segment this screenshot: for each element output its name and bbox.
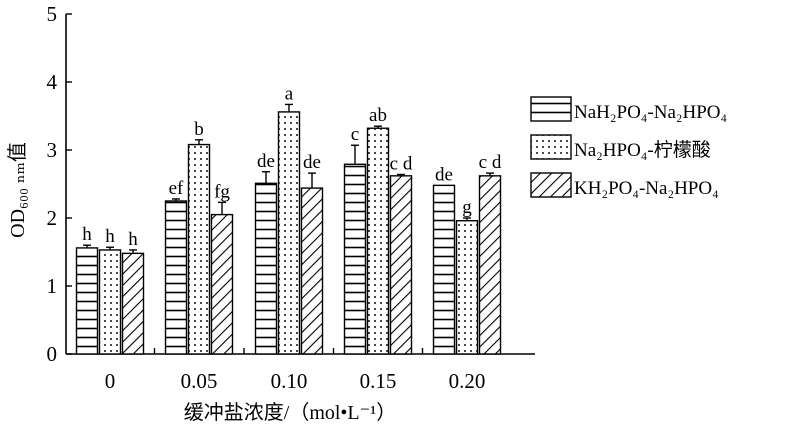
bar [164,200,188,355]
significance-label: b [194,119,204,140]
legend-swatch [530,96,572,122]
bar [254,182,278,355]
significance-label: ef [169,178,184,199]
y-tick-label: 4 [47,70,58,94]
y-tick-label: 2 [47,206,58,230]
bar [75,247,99,355]
significance-label: de [257,151,275,172]
significance-label: de [303,152,321,173]
bar [343,163,367,355]
y-tick-label: 3 [47,138,58,162]
y-axis-ticks: 0 1 2 3 4 5 [47,2,72,366]
x-tick-label: 0.15 [360,369,397,393]
y-axis-title: OD₆₀₀ ₙₘ值 [6,142,29,238]
legend-label: NaH₂PO₄-Na₂HPO₄ [574,102,727,123]
x-axis-title: 缓冲盐浓度/（mol•L⁻¹） [184,401,396,424]
legend-swatch [530,134,572,160]
bar [478,175,502,355]
significance-label: fg [214,181,230,202]
bar [432,184,456,355]
legend: NaH₂PO₄-Na₂HPO₄ Na₂HPO₄-柠檬酸 KH₂PO₄-Na₂HPO₄ [530,96,727,199]
bar [366,127,390,355]
bar [455,220,479,355]
bar [121,252,145,355]
significance-label: g [462,197,472,218]
y-tick-label: 5 [47,2,58,26]
significance-label: h [128,229,138,250]
bar [210,213,234,355]
legend-swatch [530,172,572,198]
significance-label: de [435,164,453,185]
bars: h ef de c de h b a ab g h fg de c d c d [75,83,502,355]
x-tick-label: 0.10 [271,369,308,393]
significance-label: ab [369,105,387,126]
bar [277,111,301,355]
bar [98,249,122,355]
significance-label: h [105,226,115,247]
y-tick-label: 0 [47,342,58,366]
x-axis-ticks: 0 0.05 0.10 0.15 0.20 [105,348,486,393]
x-tick-label: 0 [105,369,116,393]
bar [187,143,211,355]
significance-label: h [82,224,92,245]
bar [300,187,324,355]
legend-label: KH₂PO₄-Na₂HPO₄ [574,178,719,199]
legend-label: Na₂HPO₄-柠檬酸 [574,139,711,161]
y-tick-label: 1 [47,274,58,298]
significance-label: c [351,124,359,145]
significance-label: c d [479,152,502,173]
x-tick-label: 0.20 [449,369,486,393]
bar [389,175,413,355]
x-tick-label: 0.05 [181,369,218,393]
significance-label: a [285,83,294,104]
significance-label: c d [390,153,413,174]
